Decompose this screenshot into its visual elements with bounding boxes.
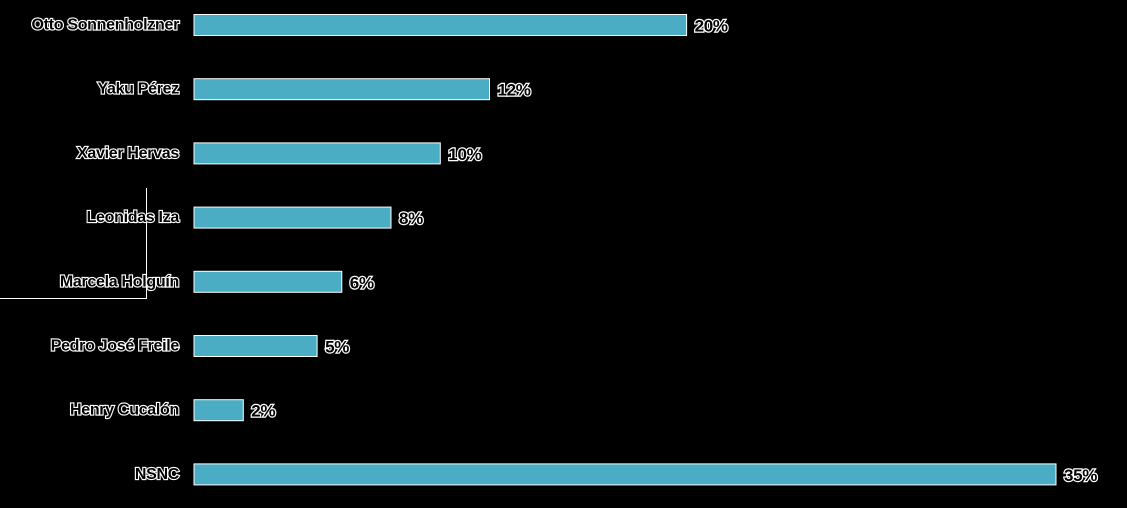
category-label: Marcela Holguín	[60, 273, 179, 290]
category-labels-layer: Otto Sonnenholzner Yaku Pérez Xavier Herva…	[30, 15, 181, 484]
bar-5	[193, 335, 318, 357]
category-label: Xavier Hervas	[77, 145, 179, 162]
category-label: NSNC	[135, 466, 180, 483]
value-label: 2%	[251, 402, 275, 421]
value-label: 6%	[350, 273, 374, 292]
category-label: Leonidas Iza	[87, 209, 180, 226]
category-label: Otto Sonnenholzner	[32, 17, 180, 34]
bar-7	[193, 463, 1057, 486]
value-label: 35%	[1064, 466, 1097, 485]
decorative-frame	[0, 188, 147, 299]
bar-1	[193, 78, 490, 101]
value-label: 5%	[325, 338, 349, 357]
decorative-bracket-line	[0, 188, 147, 299]
value-label: 10%	[448, 145, 481, 164]
bar-4	[193, 270, 343, 293]
bars-layer	[193, 14, 1057, 486]
bar-0	[193, 14, 688, 36]
value-labels-layer: 20% 12% 10% 8% 6% 5% 2% 35%	[250, 15, 1099, 486]
bar-3	[193, 206, 392, 229]
value-label: 12%	[498, 81, 531, 100]
bar-2	[193, 142, 441, 165]
bar-6	[193, 399, 244, 422]
category-label: Pedro José Freile	[51, 338, 180, 355]
value-label: 20%	[695, 17, 728, 36]
category-label: Henry Cucalón	[70, 402, 179, 419]
value-label: 8%	[399, 209, 423, 228]
category-label: Yaku Pérez	[97, 81, 179, 98]
